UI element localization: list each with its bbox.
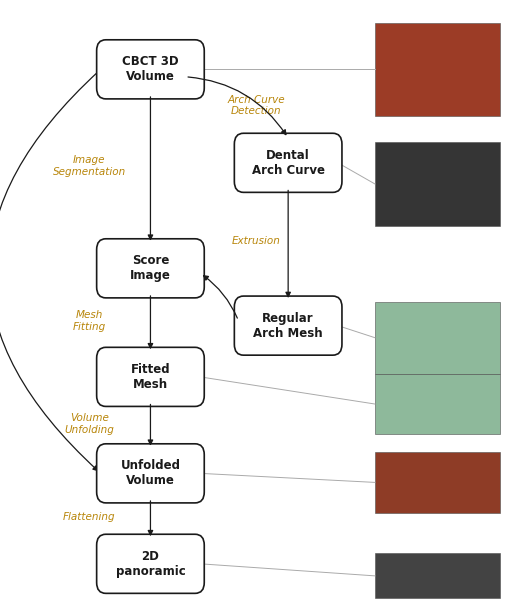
FancyBboxPatch shape [234,296,341,355]
FancyBboxPatch shape [97,239,204,298]
FancyBboxPatch shape [374,302,499,374]
FancyBboxPatch shape [374,554,499,598]
Text: Mesh
Fitting: Mesh Fitting [72,310,106,332]
Text: Image
Segmentation: Image Segmentation [52,155,126,177]
Text: Arch Curve
Detection: Arch Curve Detection [227,95,284,116]
Text: Dental
Arch Curve: Dental Arch Curve [251,149,324,177]
Text: CBCT 3D
Volume: CBCT 3D Volume [122,55,179,83]
FancyBboxPatch shape [374,374,499,434]
Text: Extrusion: Extrusion [231,236,280,246]
Text: Regular
Arch Mesh: Regular Arch Mesh [253,312,322,339]
Text: 2D
panoramic: 2D panoramic [116,550,185,578]
FancyBboxPatch shape [374,22,499,116]
FancyBboxPatch shape [97,347,204,406]
FancyBboxPatch shape [234,133,341,192]
FancyBboxPatch shape [374,452,499,513]
Text: Volume
Unfolding: Volume Unfolding [64,413,114,435]
FancyBboxPatch shape [374,142,499,226]
Text: Fitted
Mesh: Fitted Mesh [130,363,170,391]
Text: Unfolded
Volume: Unfolded Volume [120,459,180,487]
FancyBboxPatch shape [97,40,204,99]
FancyBboxPatch shape [97,444,204,503]
Text: Flattening: Flattening [63,512,116,522]
FancyBboxPatch shape [97,534,204,593]
FancyArrowPatch shape [0,71,98,470]
Text: Score
Image: Score Image [130,254,171,282]
